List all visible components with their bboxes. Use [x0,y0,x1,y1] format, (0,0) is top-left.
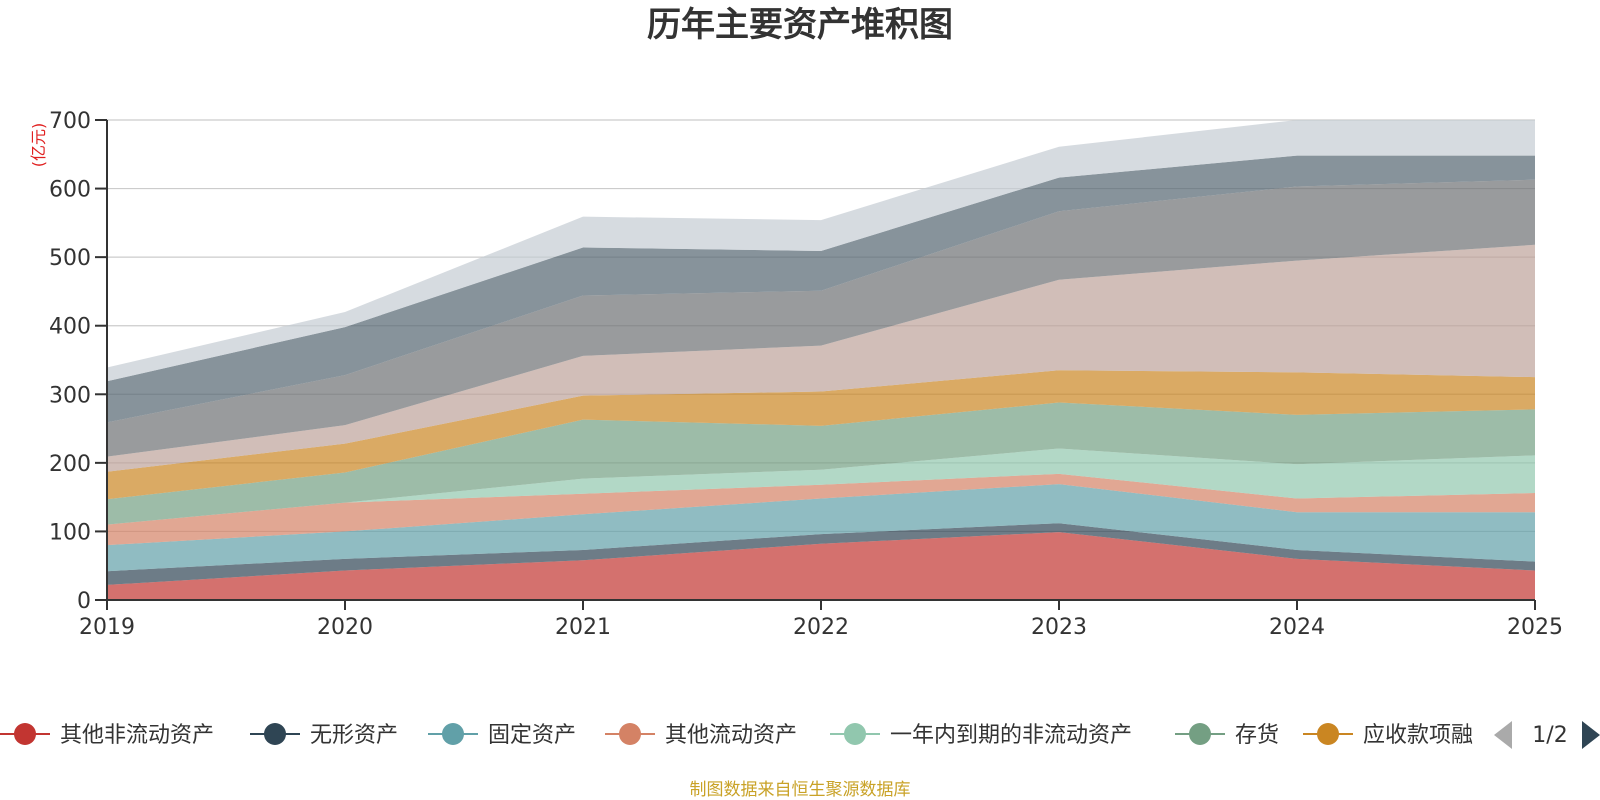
y-axis-unit: (亿元) [29,123,48,168]
area-series-10 [107,120,1535,382]
legend-label-3: 其他流动资产 [665,723,797,748]
area-series-8 [107,179,1535,457]
x-tick-label-2020: 2020 [317,615,373,640]
legend-marker-3 [619,723,641,745]
legend-marker-4 [844,723,866,745]
chart-title: 历年主要资产堆积图 [647,5,953,45]
area-series-3 [107,473,1535,546]
legend-label-5: 存货 [1235,723,1279,748]
legend-marker-5 [1189,723,1211,745]
area-series-9 [107,155,1535,423]
legend-label-4: 一年内到期的非流动资产 [890,723,1132,748]
legend-item-6[interactable]: 应收款项融 [1303,723,1473,748]
y-tick-label-700: 700 [49,109,91,134]
y-tick-label-200: 200 [49,452,91,477]
legend[interactable]: 其他非流动资产 无形资产 固定资产 其他流动资产 一年内到期的非流动资产 存货 应收款项融 [0,723,1473,748]
x-tick-label-2019: 2019 [79,615,135,640]
legend-item-3[interactable]: 其他流动资产 [605,723,797,748]
legend-label-0: 其他非流动资产 [60,723,214,748]
legend-label-2: 固定资产 [488,723,576,748]
legend-label-6: 应收款项融 [1363,723,1473,748]
x-tick-label-2025: 2025 [1507,615,1563,640]
x-tick-label-2021: 2021 [555,615,611,640]
x-tick-label-2022: 2022 [793,615,849,640]
legend-item-2[interactable]: 固定资产 [428,723,576,748]
legend-item-5[interactable]: 存货 [1175,723,1279,748]
legend-item-4[interactable]: 一年内到期的非流动资产 [830,723,1132,748]
y-tick-label-0: 0 [77,589,91,614]
x-axis-ticks: 2019 2020 2021 2022 2023 2024 2025 [79,600,1563,640]
data-source-note: 制图数据来自恒生聚源数据库 [690,780,911,800]
legend-marker-1 [264,723,286,745]
area-series [107,120,1535,600]
legend-marker-6 [1317,723,1339,745]
area-series-4 [107,448,1535,525]
legend-pager[interactable]: 1/2 [1494,721,1600,749]
y-axis-ticks: 0 100 200 300 400 500 600 700 [49,109,107,614]
area-series-7 [107,244,1535,472]
legend-page-indicator: 1/2 [1532,723,1567,748]
y-tick-label-300: 300 [49,383,91,408]
legend-item-0[interactable]: 其他非流动资产 [0,723,214,748]
y-tick-label-100: 100 [49,520,91,545]
legend-item-1[interactable]: 无形资产 [250,723,398,748]
y-tick-label-600: 600 [49,178,91,203]
y-tick-label-500: 500 [49,246,91,271]
area-series-2 [107,484,1535,572]
legend-label-1: 无形资产 [310,723,398,748]
legend-prev-icon[interactable] [1494,721,1512,749]
area-series-1 [107,523,1535,585]
legend-marker-2 [442,723,464,745]
area-series-6 [107,370,1535,500]
legend-marker-0 [14,723,36,745]
area-series-0 [107,532,1535,600]
y-tick-label-400: 400 [49,315,91,340]
legend-next-icon[interactable] [1582,721,1600,749]
area-series-5 [107,402,1535,525]
x-tick-label-2023: 2023 [1031,615,1087,640]
x-tick-label-2024: 2024 [1269,615,1325,640]
